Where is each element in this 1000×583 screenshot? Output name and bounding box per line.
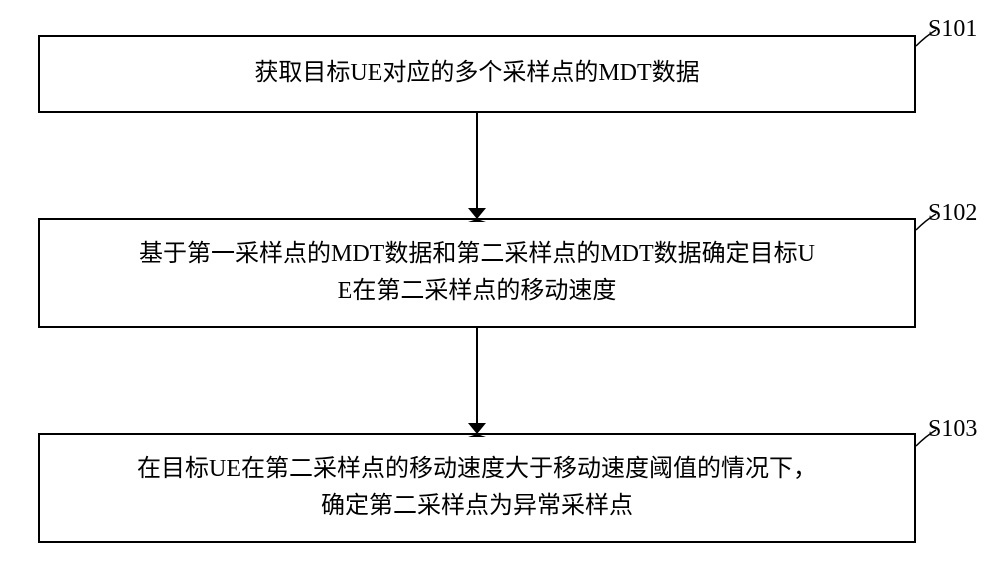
arrow-head-0 bbox=[468, 208, 486, 222]
step-label-s103: S103 bbox=[928, 416, 977, 443]
arrow-head-1 bbox=[468, 423, 486, 437]
flow-step-s103: 在目标UE在第二采样点的移动速度大于移动速度阈值的情况下， 确定第二采样点为异常… bbox=[38, 433, 916, 543]
step-label-s102: S102 bbox=[928, 200, 977, 227]
flow-step-s101: 获取目标UE对应的多个采样点的MDT数据 bbox=[38, 35, 916, 113]
arrow-line-1 bbox=[476, 328, 478, 424]
step-label-s101: S101 bbox=[928, 16, 977, 43]
flow-step-text: 基于第一采样点的MDT数据和第二采样点的MDT数据确定目标U E在第二采样点的移… bbox=[66, 236, 888, 310]
flowchart-canvas: 获取目标UE对应的多个采样点的MDT数据 S101 基于第一采样点的MDT数据和第二… bbox=[0, 0, 1000, 583]
arrow-line-0 bbox=[476, 113, 478, 209]
flow-step-text: 获取目标UE对应的多个采样点的MDT数据 bbox=[66, 55, 888, 92]
flow-step-text: 在目标UE在第二采样点的移动速度大于移动速度阈值的情况下， 确定第二采样点为异常… bbox=[66, 451, 888, 525]
flow-step-s102: 基于第一采样点的MDT数据和第二采样点的MDT数据确定目标U E在第二采样点的移… bbox=[38, 218, 916, 328]
